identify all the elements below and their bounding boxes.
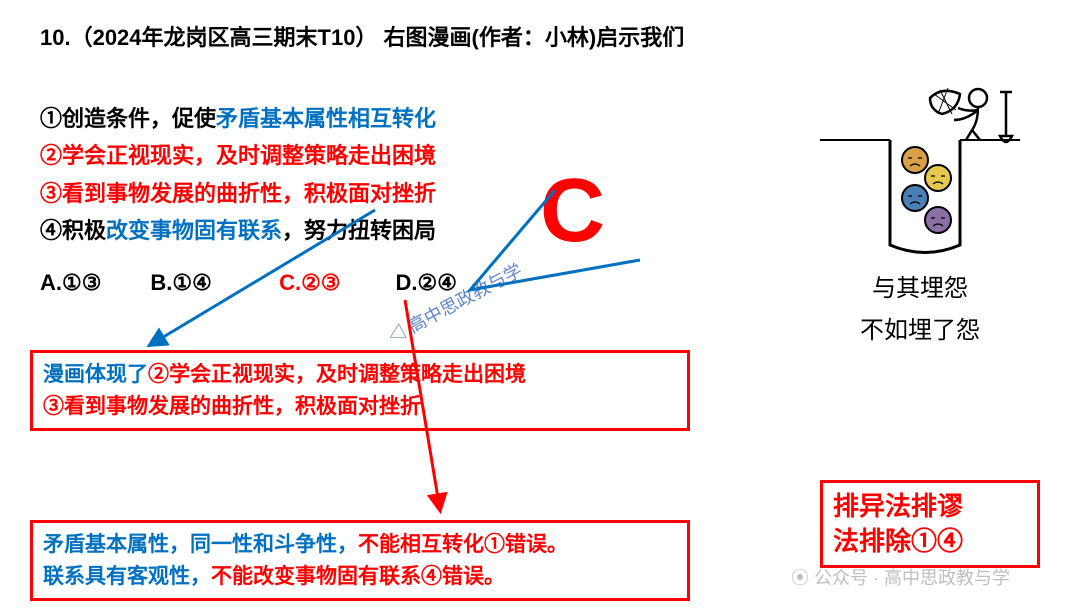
box1-line2: ③看到事物发展的曲折性，积极面对挫折 (43, 395, 421, 418)
options-block: ①创造条件，促使矛盾基本属性相互转化 ②学会正视现实，及时调整策略走出困境 ③看… (40, 100, 436, 250)
cartoon-caption-1: 与其埋怨 (820, 273, 1020, 307)
option-1: ①创造条件，促使矛盾基本属性相互转化 (40, 100, 436, 137)
box1-line1: ②学会正视现实，及时调整策略走出困境 (148, 363, 526, 386)
box1-lead: 漫画体现了 (43, 363, 148, 386)
box2-l2a: 联系具有客观性， (43, 565, 211, 588)
option-3-text: ③看到事物发展的曲折性，积极面对挫折 (40, 181, 436, 206)
answer-B: B.①④ (150, 270, 211, 295)
explanation-box-1: 漫画体现了②学会正视现实，及时调整策略走出困境 ③看到事物发展的曲折性，积极面对… (30, 350, 690, 431)
option-1-prefix: ①创造条件，促使 (40, 106, 216, 131)
method-box: 排异法排谬 法排除①④ (820, 480, 1040, 568)
footer-text: 公众号 · 高中思政教与学 (814, 568, 1010, 588)
cartoon-caption-2: 不如埋了怨 (820, 315, 1020, 349)
option-2: ②学会正视现实，及时调整策略走出困境 (40, 137, 436, 174)
option-1-blue: 矛盾基本属性相互转化 (216, 106, 436, 131)
box3-l2: 法排除①④ (833, 526, 963, 556)
box3-l1: 排异法排谬 (833, 491, 963, 521)
cartoon-svg (820, 80, 1020, 260)
answer-C-nums: ②③ (301, 270, 340, 295)
cartoon-panel: 与其埋怨 不如埋了怨 (820, 80, 1020, 348)
box2-l2b: 不能改变事物固有联系④错误。 (211, 565, 505, 588)
option-3: ③看到事物发展的曲折性，积极面对挫折 (40, 175, 436, 212)
box2-l1b: 不能相互转化①错误。 (358, 533, 568, 556)
answer-A: A.①③ (40, 270, 101, 295)
answer-C-label: C. (279, 270, 301, 295)
explanation-box-2: 矛盾基本属性，同一性和斗争性，不能相互转化①错误。 联系具有客观性，不能改变事物… (30, 520, 690, 601)
option-4-blue: 改变事物固有联系 (106, 218, 282, 243)
footer-watermark: ⦿ 公众号 · 高中思政教与学 (791, 564, 1010, 590)
option-4-suffix: ，努力扭转困局 (282, 218, 436, 243)
option-2-text: ②学会正视现实，及时调整策略走出困境 (40, 143, 436, 168)
answer-row: A.①③ B.①④ C.②③ D.②④ (40, 270, 457, 296)
option-4-prefix: ④积极 (40, 218, 106, 243)
option-4: ④积极改变事物固有联系，努力扭转困局 (40, 212, 436, 249)
question-title: 10.（2024年龙岗区高三期末T10） 右图漫画(作者：小林)启示我们 (40, 20, 684, 52)
box2-l1a: 矛盾基本属性，同一性和斗争性， (43, 533, 358, 556)
wechat-icon: ⦿ (791, 568, 809, 588)
big-answer-C: C (540, 160, 605, 263)
